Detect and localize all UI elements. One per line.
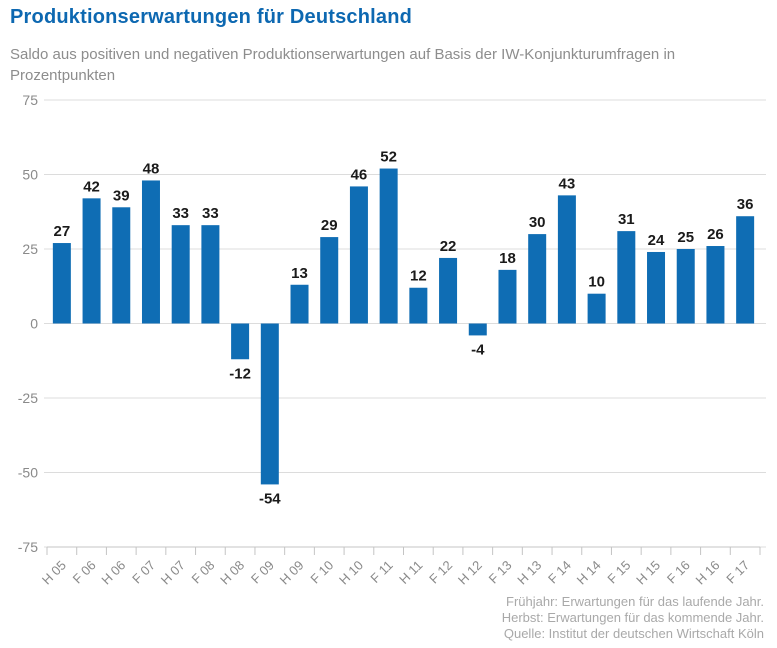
x-tick-label: H 16 [693, 558, 723, 588]
bar-value-label: 13 [291, 265, 308, 282]
bar-value-label: 30 [529, 214, 546, 231]
bar-value-label: -12 [229, 365, 251, 382]
x-tick-label: H 08 [217, 558, 247, 588]
bar-value-label: 12 [410, 268, 427, 285]
bar [647, 251, 666, 324]
bar-value-label: 33 [172, 205, 189, 222]
x-tick-label: H 13 [514, 558, 544, 588]
bar [617, 231, 636, 324]
footnote-line-herbst: Herbst: Erwartungen für das kommende Jah… [501, 610, 764, 625]
bar-value-label: 31 [618, 211, 635, 228]
bar-value-label: -4 [471, 341, 485, 358]
x-tick-label: F 09 [248, 558, 277, 587]
bar-value-label: 52 [380, 149, 397, 166]
page-title: Produktionserwartungen für Deutschland [10, 6, 413, 28]
x-tick-label: F 14 [545, 558, 574, 587]
x-tick-label: F 13 [486, 558, 515, 587]
bar-value-label: 48 [143, 160, 160, 177]
bar-value-label: 29 [321, 217, 338, 234]
bar [82, 198, 101, 324]
bar-value-label: 10 [588, 274, 605, 291]
bar-value-label: 46 [351, 166, 368, 183]
y-tick-label: 75 [22, 92, 38, 108]
x-tick-label: F 17 [723, 558, 752, 587]
bar-value-label: 24 [648, 232, 665, 249]
x-tick-label: F 16 [664, 558, 693, 587]
bar-value-label: 36 [737, 196, 754, 213]
x-tick-label: F 10 [307, 558, 336, 587]
bar-value-label: 22 [440, 238, 457, 255]
bar-value-label: 26 [707, 226, 724, 243]
bar [676, 249, 695, 324]
x-tick-label: H 05 [39, 558, 69, 588]
bar [112, 207, 131, 324]
bar [231, 323, 250, 360]
y-tick-label: 0 [30, 316, 38, 332]
bar [171, 225, 190, 324]
x-tick-label: F 08 [189, 558, 218, 587]
bar-value-label: 42 [83, 178, 100, 195]
bar-value-label: 27 [54, 223, 71, 240]
bar [201, 225, 220, 324]
bar [260, 323, 279, 485]
x-tick-label: H 14 [574, 558, 604, 588]
bar [528, 234, 547, 324]
bar [290, 284, 309, 324]
bar [498, 269, 517, 324]
bar-value-label: -54 [259, 490, 281, 507]
bar [468, 323, 487, 336]
y-tick-label: -75 [18, 539, 38, 555]
bar-value-label: 25 [677, 229, 694, 246]
x-tick-label: H 10 [336, 558, 366, 588]
x-tick-label: F 07 [129, 558, 158, 587]
bar [52, 243, 71, 324]
x-tick-label: H 07 [158, 558, 188, 588]
x-tick-label: F 15 [604, 558, 633, 587]
bar [439, 257, 458, 324]
footnote-line-quelle: Quelle: Institut der deutschen Wirtschaf… [503, 626, 764, 641]
x-tick-label: H 15 [633, 558, 663, 588]
bar [379, 168, 398, 324]
y-tick-label: 25 [22, 241, 38, 257]
bar [320, 237, 339, 324]
bar [141, 180, 160, 324]
bar [409, 287, 428, 324]
chart-subtitle: Saldo aus positiven und negativen Produk… [10, 46, 676, 84]
x-tick-label: F 06 [70, 558, 99, 587]
x-tick-label: F 12 [426, 558, 455, 587]
bar-value-label: 39 [113, 187, 130, 204]
bar [557, 195, 576, 324]
bar-value-label: 18 [499, 250, 516, 267]
bar [587, 293, 606, 324]
chart-footnote: Frühjahr: Erwartungen für das laufende J… [502, 594, 764, 642]
bar [706, 246, 725, 324]
bar [349, 186, 368, 324]
x-tick-label: H 06 [98, 558, 128, 588]
x-tick-label: H 11 [396, 558, 425, 587]
bar-chart-svg: 75 50 25 0 -25 -50 -75 27 H 05 42 F 06 39 H 06 48 F 07… [18, 92, 766, 588]
bar-value-label: 43 [559, 175, 576, 192]
y-tick-label: -50 [18, 465, 38, 481]
bar-value-label: 33 [202, 205, 219, 222]
x-tick-label: F 11 [367, 558, 395, 586]
x-tick-label: H 09 [277, 558, 307, 588]
bar-chart: 75 50 25 0 -25 -50 -75 27 H 05 42 F 06 39 H 06 48 F 07… [18, 92, 766, 588]
bar [736, 216, 755, 324]
footnote-line-fruehjahr: Frühjahr: Erwartungen für das laufende J… [506, 594, 764, 609]
x-tick-label: H 12 [455, 558, 485, 588]
y-tick-label: -25 [18, 390, 38, 406]
y-tick-label: 50 [22, 167, 38, 183]
